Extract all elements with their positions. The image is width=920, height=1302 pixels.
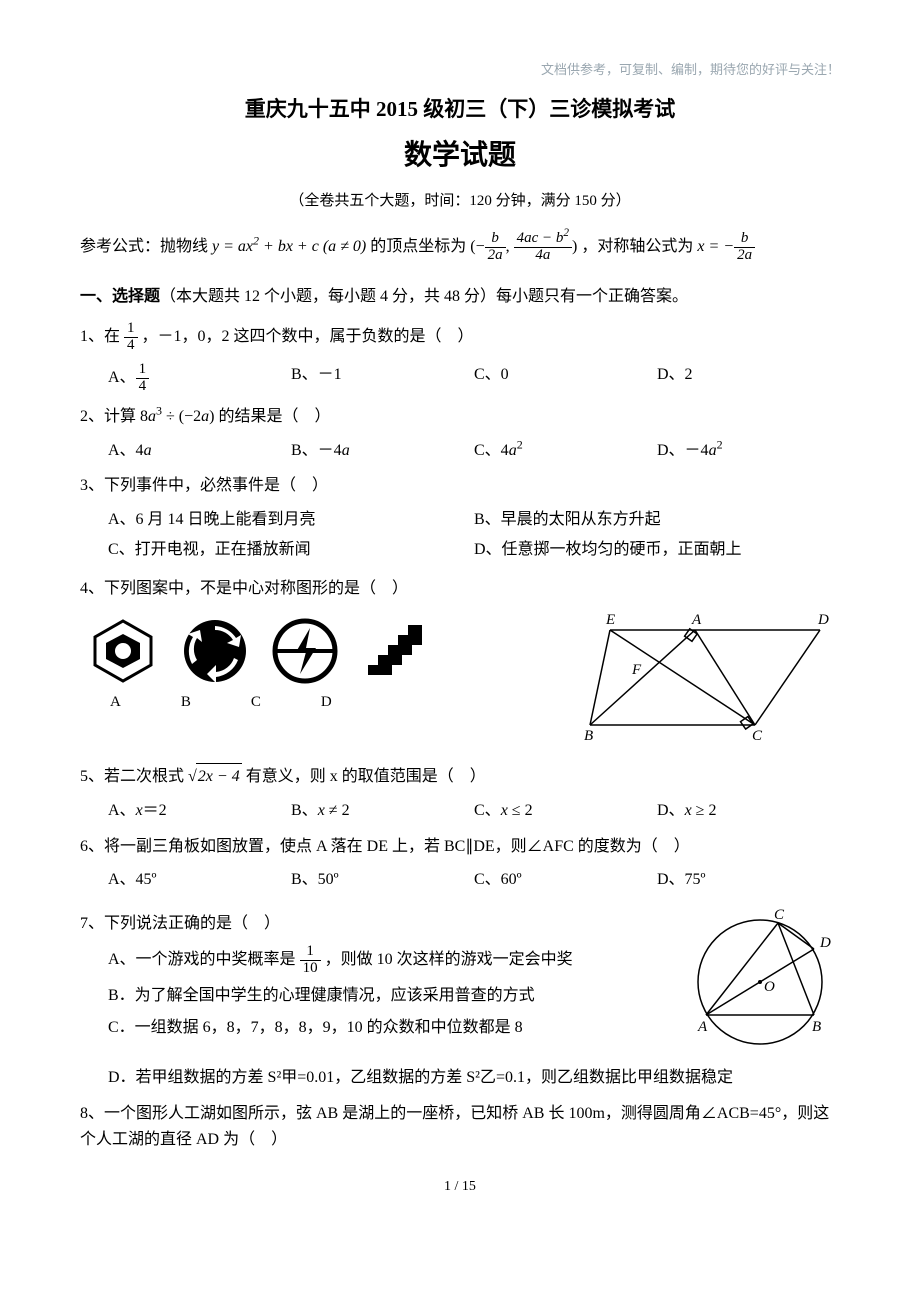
q7-opt-d: D．若甲组数据的方差 S²甲=0.01，乙组数据的方差 S²乙=0.1，则乙组数…	[108, 1065, 840, 1091]
q4-label-b: B	[181, 690, 191, 714]
q6-label-a: A	[691, 612, 702, 628]
q7-a-pre: A、一个游戏的中奖概率是	[108, 951, 296, 968]
q7-a-post: ，则做 10 次这样的游戏一定会中奖	[325, 951, 573, 968]
q7-label-a: A	[697, 1019, 708, 1035]
q2-stem: 2、计算 8a3 ÷ (−2a) 的结果是（ ）	[80, 408, 331, 425]
q1-stem-a: 1、在	[80, 328, 120, 345]
q4-symbol-labels: A B C D	[110, 690, 560, 714]
q4-symbol-a-icon	[88, 616, 158, 686]
q2-opt-a: A、4a	[108, 438, 291, 464]
q7-diagram: A B C D O	[680, 907, 840, 1066]
q3-options: A、6 月 14 日晚上能看到月亮 B、早晨的太阳从东方升起 C、打开电视，正在…	[108, 507, 840, 566]
q6-label-d: D	[817, 612, 829, 628]
formula-tail: ，对称轴公式为	[581, 238, 697, 255]
q5-opt-a: A、x＝2	[108, 798, 291, 824]
q6-opt-d: D、75º	[657, 867, 840, 893]
q7-label-b: B	[812, 1019, 821, 1035]
question-4: 4、下列图案中，不是中心对称图形的是（ ）	[80, 576, 840, 602]
q5-opt-d: D、x ≥ 2	[657, 798, 840, 824]
q5-opt-b: B、x ≠ 2	[291, 798, 474, 824]
q4-symbol-b-icon	[182, 618, 248, 684]
q4-symbols	[88, 616, 560, 686]
question-5: 5、若二次根式 √2x − 4 有意义，则 x 的取值范围是（ ）	[80, 763, 840, 790]
question-2: 2、计算 8a3 ÷ (−2a) 的结果是（ ）	[80, 404, 840, 430]
q6-diagram: E A D F B C	[580, 610, 840, 754]
question-6: 6、将一副三角板如图放置，使点 A 落在 DE 上，若 BC∥DE，则∠AFC …	[80, 834, 840, 860]
exam-subinfo: （全卷共五个大题，时间：120 分钟，满分 150 分）	[80, 189, 840, 213]
q1-opt-d: D、2	[657, 362, 840, 395]
q7-label-o: O	[764, 979, 775, 995]
q7-opt-a: A、一个游戏的中奖概率是 110 ，则做 10 次这样的游戏一定会中奖	[108, 944, 660, 977]
q3-opt-c: C、打开电视，正在播放新闻	[108, 537, 474, 563]
formula-prefix: 参考公式：抛物线	[80, 238, 212, 255]
reference-formula: 参考公式：抛物线 y = ax2 + bx + c (a ≠ 0) 的顶点坐标为…	[80, 231, 840, 264]
q5-options: A、x＝2 B、x ≠ 2 C、x ≤ 2 D、x ≥ 2	[108, 798, 840, 824]
q1-stem-b: ，－1，0，2 这四个数中，属于负数的是（ ）	[142, 328, 474, 345]
q6-opt-b: B、50º	[291, 867, 474, 893]
page-footer: 1 / 15	[80, 1176, 840, 1198]
header-note: 文档供参考，可复制、编制，期待您的好评与关注！	[80, 60, 840, 81]
q6-opt-a: A、45º	[108, 867, 291, 893]
q7-opt-c: C．一组数据 6，8，7，8，8，9，10 的众数和中位数都是 8	[108, 1015, 660, 1041]
q1-opt-c: C、0	[474, 362, 657, 395]
q7-label-c: C	[774, 907, 785, 923]
q1-opt-a: A、14	[108, 362, 291, 395]
section-1-label: 一、选择题	[80, 288, 160, 305]
exam-title-line2: 数学试题	[80, 134, 840, 179]
exam-title-line1: 重庆九十五中 2015 级初三（下）三诊模拟考试	[80, 93, 840, 127]
question-8: 8、一个图形人工湖如图所示，弦 AB 是湖上的一座桥，已知桥 AB 长 100m…	[80, 1101, 840, 1152]
q4-label-d: D	[321, 690, 332, 714]
question-7: 7、下列说法正确的是（ ）	[80, 911, 660, 937]
q6-label-c: C	[752, 728, 763, 744]
q6-opt-c: C、60º	[474, 867, 657, 893]
q5-stem-b: 有意义，则 x 的取值范围是（ ）	[246, 768, 486, 785]
q2-opt-b: B、－4a	[291, 438, 474, 464]
q1-opt-b: B、－1	[291, 362, 474, 395]
q6-label-e: E	[605, 612, 615, 628]
section-1-heading: 一、选择题（本大题共 12 个小题，每小题 4 分，共 48 分）每小题只有一个…	[80, 284, 840, 310]
q6-options: A、45º B、50º C、60º D、75º	[108, 867, 840, 893]
q3-opt-b: B、早晨的太阳从东方升起	[474, 507, 840, 533]
q5-opt-c: C、x ≤ 2	[474, 798, 657, 824]
q2-opt-c: C、4a2	[474, 438, 657, 464]
q4-symbol-c-icon	[272, 618, 338, 684]
q7-opt-b: B．为了解全国中学生的心理健康情况，应该采用普查的方式	[108, 983, 660, 1009]
q1-options: A、14 B、－1 C、0 D、2	[108, 362, 840, 395]
formula-yax: y = ax2 + bx + c (a ≠ 0)	[212, 238, 366, 255]
q6-label-b: B	[584, 728, 593, 744]
q4-label-a: A	[110, 690, 121, 714]
q4-symbol-d-icon	[362, 621, 426, 681]
q6-label-f: F	[631, 662, 642, 678]
q3-opt-d: D、任意掷一枚均匀的硬币，正面朝上	[474, 537, 840, 563]
formula-mid: 的顶点坐标为	[370, 238, 470, 255]
section-1-desc: （本大题共 12 个小题，每小题 4 分，共 48 分）每小题只有一个正确答案。	[160, 288, 688, 305]
question-1: 1、在 14 ，－1，0，2 这四个数中，属于负数的是（ ）	[80, 321, 840, 354]
q5-stem-a: 5、若二次根式	[80, 768, 184, 785]
q2-opt-d: D、－4a2	[657, 438, 840, 464]
q4-label-c: C	[251, 690, 261, 714]
q3-opt-a: A、6 月 14 日晚上能看到月亮	[108, 507, 474, 533]
q7-label-d: D	[819, 935, 831, 951]
q1-opt-a-label: A、	[108, 369, 136, 386]
question-3: 3、下列事件中，必然事件是（ ）	[80, 473, 840, 499]
q2-options: A、4a B、－4a C、4a2 D、－4a2	[108, 438, 840, 464]
